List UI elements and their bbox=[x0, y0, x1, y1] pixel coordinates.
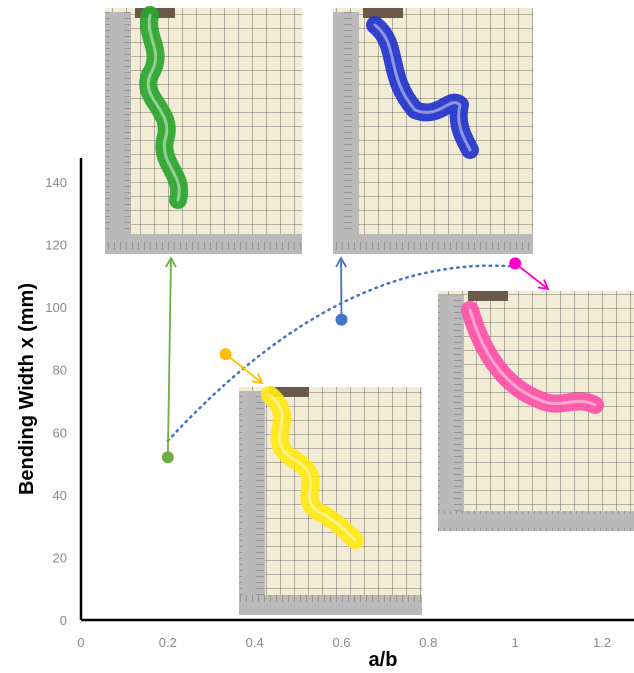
x-tick-label: 0 bbox=[77, 635, 84, 650]
vertical-ruler bbox=[333, 12, 359, 254]
x-tick-label: 0.2 bbox=[159, 635, 177, 650]
arrow-head bbox=[335, 256, 347, 268]
actuator-body bbox=[461, 301, 604, 414]
actuator-body bbox=[139, 6, 189, 209]
hand-shape bbox=[363, 8, 403, 18]
y-tick-label: 20 bbox=[53, 550, 67, 565]
actuator-highlight bbox=[468, 308, 597, 407]
connector-arrow bbox=[225, 353, 263, 384]
arrow-head bbox=[251, 373, 264, 385]
x-tick-labels: 0 0.2 0.4 0.6 0.8 1 1.2 bbox=[77, 635, 611, 650]
actuator-highlight bbox=[373, 23, 472, 152]
graph-paper bbox=[333, 8, 533, 254]
blue-actuator-photo bbox=[333, 8, 533, 254]
y-tick-label: 0 bbox=[60, 613, 67, 628]
horizontal-ruler bbox=[239, 595, 422, 615]
connector-arrow bbox=[514, 262, 549, 290]
pink-actuator-photo bbox=[438, 291, 634, 531]
arrow-head bbox=[165, 256, 177, 268]
axes bbox=[79, 158, 634, 622]
yellow-actuator-photo bbox=[239, 386, 422, 615]
green-actuator-photo bbox=[105, 6, 302, 254]
actuator-highlight bbox=[268, 393, 357, 542]
connector-arrow bbox=[166, 257, 172, 458]
y-tick-label: 80 bbox=[53, 363, 67, 378]
data-point bbox=[335, 313, 348, 326]
arrow-head bbox=[537, 279, 550, 291]
actuator-body bbox=[261, 386, 364, 549]
inset-photos bbox=[105, 6, 634, 615]
vertical-ruler bbox=[438, 295, 464, 531]
horizontal-ruler bbox=[438, 511, 634, 531]
actuator-highlight bbox=[146, 13, 181, 202]
horizontal-ruler bbox=[105, 234, 302, 254]
y-axis-title: Bending Width x (mm) bbox=[16, 283, 38, 495]
graph-paper bbox=[239, 387, 422, 615]
x-tick-label: 0.8 bbox=[419, 635, 437, 650]
data-point bbox=[509, 257, 522, 270]
connector-arrow bbox=[340, 257, 343, 320]
data-point bbox=[219, 348, 232, 361]
x-tick-label: 1.2 bbox=[593, 635, 611, 650]
x-tick-label: 0.4 bbox=[246, 635, 264, 650]
vertical-ruler bbox=[239, 391, 265, 615]
y-tick-label: 60 bbox=[53, 425, 67, 440]
y-tick-label: 140 bbox=[45, 175, 67, 190]
hand-shape bbox=[269, 387, 309, 397]
y-tick-label: 120 bbox=[45, 238, 67, 253]
x-axis-title: a/b bbox=[369, 649, 398, 671]
actuator-body bbox=[366, 16, 479, 159]
data-points bbox=[161, 257, 522, 464]
x-tick-label: 0.6 bbox=[332, 635, 350, 650]
y-tick-label: 40 bbox=[53, 488, 67, 503]
hand-shape bbox=[468, 291, 508, 301]
x-tick-label: 1 bbox=[512, 635, 519, 650]
graph-paper bbox=[105, 8, 302, 254]
horizontal-ruler bbox=[333, 234, 533, 254]
data-point bbox=[161, 451, 174, 464]
photo-connectors bbox=[165, 256, 550, 458]
vertical-ruler bbox=[105, 12, 131, 254]
y-tick-label: 100 bbox=[45, 300, 67, 315]
y-tick-labels: 0 20 40 60 80 100 120 140 bbox=[45, 175, 67, 628]
